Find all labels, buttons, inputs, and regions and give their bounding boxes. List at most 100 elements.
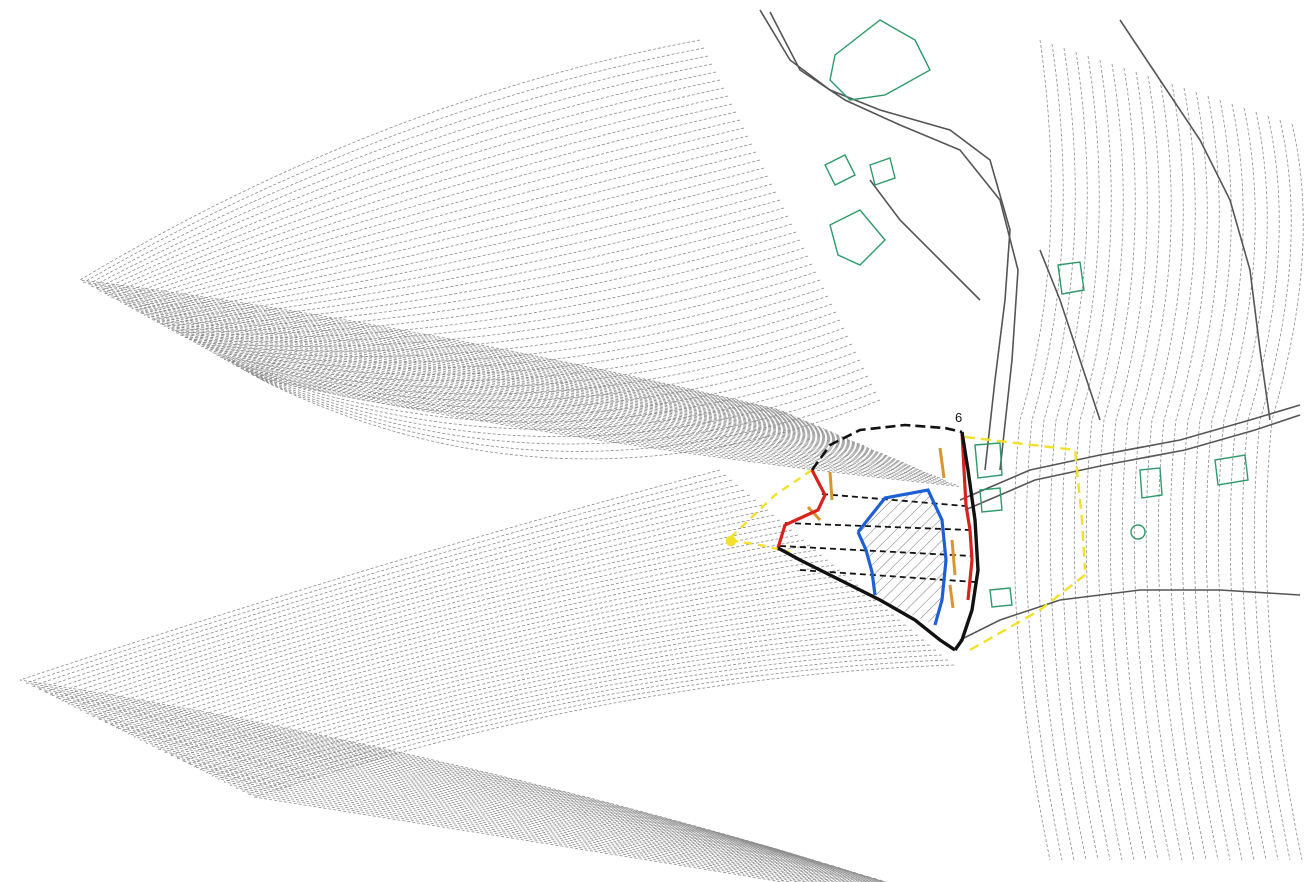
contour-line bbox=[151, 579, 880, 882]
roads bbox=[759, 9, 1301, 641]
contour-line bbox=[43, 489, 805, 858]
contour-line bbox=[1169, 91, 1208, 861]
road bbox=[1039, 249, 1101, 421]
road bbox=[964, 414, 1301, 511]
contour-line bbox=[151, 183, 853, 441]
road bbox=[1119, 19, 1271, 421]
contour-line bbox=[1157, 87, 1196, 861]
contour-line bbox=[90, 63, 793, 416]
building bbox=[824, 154, 856, 186]
contour-line bbox=[187, 609, 889, 882]
contour-line bbox=[123, 127, 825, 430]
contour-line bbox=[1097, 67, 1136, 861]
contour-line bbox=[227, 335, 929, 474]
contour-line bbox=[255, 376, 957, 486]
road bbox=[759, 9, 1011, 471]
road bbox=[769, 11, 1019, 471]
contour-line bbox=[1253, 119, 1292, 861]
contour-line bbox=[231, 343, 933, 475]
building bbox=[1214, 454, 1249, 486]
contour-line bbox=[219, 319, 921, 470]
contour-line bbox=[133, 564, 887, 882]
contour-line bbox=[199, 619, 901, 882]
contour-line bbox=[163, 207, 865, 447]
contour-line bbox=[1217, 107, 1256, 861]
contour-line bbox=[193, 614, 895, 882]
building bbox=[979, 487, 1003, 513]
contour-line bbox=[215, 311, 917, 469]
contour-line bbox=[235, 649, 937, 882]
contour-line bbox=[1037, 47, 1076, 861]
contour-line bbox=[79, 519, 841, 869]
contour-line bbox=[1109, 71, 1148, 861]
building bbox=[829, 209, 886, 266]
contour-line bbox=[259, 378, 961, 487]
contour-line bbox=[239, 359, 941, 479]
influence-zone bbox=[725, 435, 1087, 652]
contour-line bbox=[82, 47, 785, 413]
contour-line bbox=[251, 374, 953, 484]
contour-line bbox=[187, 255, 889, 457]
contour-line bbox=[115, 549, 877, 880]
contour-line bbox=[110, 103, 813, 424]
contour-line bbox=[25, 474, 787, 853]
contour-line bbox=[1193, 99, 1232, 861]
contour-line bbox=[37, 484, 799, 856]
contour-line bbox=[1013, 39, 1052, 861]
contour-line bbox=[147, 175, 849, 440]
contour-line bbox=[139, 159, 841, 436]
contour-line bbox=[1229, 111, 1268, 861]
contour-line bbox=[159, 199, 861, 445]
contour-line bbox=[183, 247, 885, 455]
contour-line bbox=[145, 574, 882, 882]
main-scarp bbox=[776, 431, 974, 601]
contour-line bbox=[199, 279, 901, 462]
contour-line bbox=[139, 569, 885, 882]
contour-line bbox=[223, 639, 925, 882]
contour-line bbox=[135, 151, 837, 435]
contour-line bbox=[49, 494, 811, 860]
building bbox=[1130, 524, 1146, 540]
contour-line bbox=[31, 479, 793, 854]
contour-line bbox=[127, 135, 829, 431]
contour-line bbox=[1145, 83, 1184, 861]
section-number-label: 6 bbox=[955, 410, 962, 425]
contour-line bbox=[175, 231, 877, 452]
contour-line bbox=[106, 95, 809, 423]
road bbox=[869, 179, 981, 301]
contour-line bbox=[167, 215, 869, 448]
contour-line bbox=[67, 509, 829, 865]
contour-line bbox=[191, 263, 893, 458]
building bbox=[869, 157, 896, 186]
contour-line bbox=[86, 55, 789, 414]
contour-line bbox=[1265, 123, 1304, 861]
buildings bbox=[824, 19, 1249, 608]
contour-line bbox=[1085, 63, 1124, 861]
contour-line bbox=[85, 524, 847, 871]
contour-line bbox=[253, 664, 955, 882]
contour-line bbox=[243, 367, 945, 481]
contour-line bbox=[163, 589, 874, 882]
contour-line bbox=[119, 119, 821, 428]
contour-line bbox=[1181, 95, 1220, 861]
contour-line bbox=[55, 499, 817, 862]
contour-line bbox=[102, 87, 805, 421]
contour-line bbox=[1073, 59, 1112, 861]
contour-line bbox=[157, 584, 877, 882]
contour-line bbox=[175, 599, 877, 882]
contour-line bbox=[1025, 43, 1064, 861]
contour-line bbox=[1241, 115, 1280, 861]
contour-line bbox=[181, 604, 883, 882]
contour-line bbox=[127, 559, 889, 882]
contour-line bbox=[205, 624, 907, 882]
contour-line bbox=[1049, 51, 1088, 861]
contour-line bbox=[91, 529, 853, 872]
road bbox=[959, 589, 1301, 641]
contour-line bbox=[121, 554, 883, 881]
landslide-boundary bbox=[777, 423, 980, 652]
building bbox=[989, 587, 1013, 608]
contour-line bbox=[235, 351, 937, 477]
contour-line bbox=[195, 271, 897, 460]
